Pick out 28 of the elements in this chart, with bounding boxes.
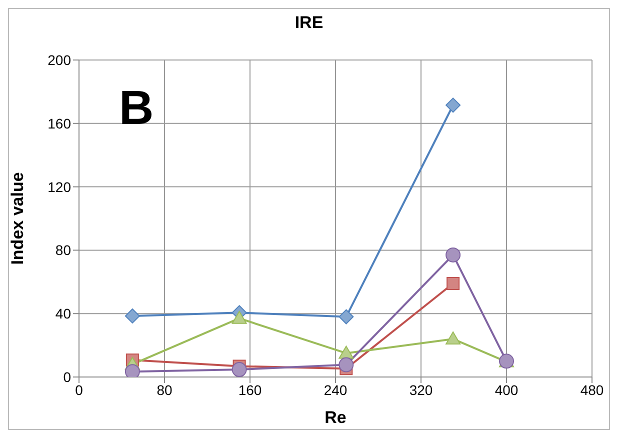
point [338, 309, 354, 324]
point [338, 346, 354, 359]
y-tick-label: 160 [48, 115, 72, 132]
point [446, 276, 460, 290]
x-tick-label: 160 [238, 382, 262, 398]
y-tick-label: 200 [48, 52, 72, 68]
point [338, 357, 354, 372]
point [446, 247, 461, 262]
point [446, 331, 461, 344]
y-tick-label: 120 [48, 178, 72, 195]
x-tick-label: 480 [580, 382, 604, 398]
point [446, 98, 461, 113]
x-axis-title: Re [324, 408, 346, 427]
x-tick-label: 0 [75, 382, 84, 398]
point [124, 364, 140, 377]
point [232, 362, 247, 377]
y-tick-label: 0 [63, 368, 72, 385]
x-tick-label: 80 [156, 382, 172, 398]
x-tick-label: 240 [324, 382, 348, 398]
x-tick-label: 320 [409, 382, 433, 398]
x-tick-label: 400 [494, 382, 518, 398]
y-tick-label: 40 [55, 306, 72, 322]
chart-title: IRE [294, 13, 324, 33]
point [232, 310, 247, 324]
y-axis-title: Index value [8, 172, 28, 265]
annotation: B [119, 81, 154, 136]
point [124, 308, 140, 324]
y-tick-label: 80 [55, 242, 72, 258]
